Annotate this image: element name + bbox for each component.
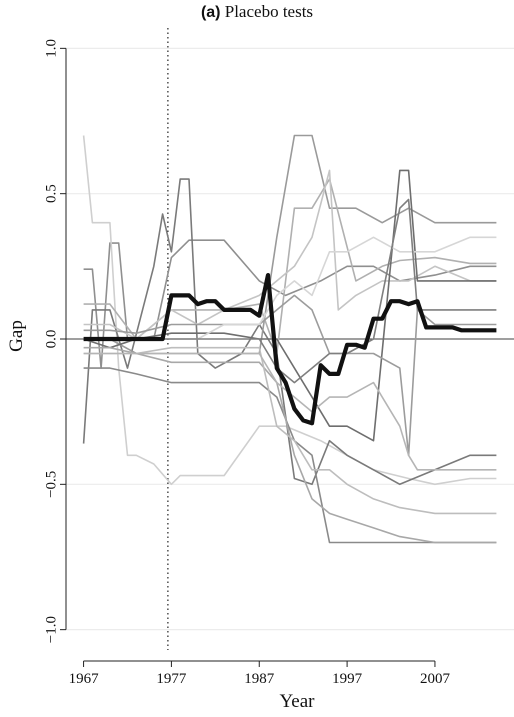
placebo-series-line xyxy=(83,239,497,369)
placebo-series-line xyxy=(83,346,497,544)
x-axis-label: Year xyxy=(279,691,315,712)
x-tick-label: 1997 xyxy=(332,671,363,687)
chart-title-text: Placebo tests xyxy=(224,2,314,21)
placebo-series-line xyxy=(83,169,497,340)
panel-label: (a) xyxy=(200,4,221,21)
main-series-line xyxy=(83,273,497,426)
y-tick-label: −1.0 xyxy=(43,616,59,643)
y-tick-label: 0.0 xyxy=(43,330,59,349)
y-tick-label: 0.5 xyxy=(43,184,59,203)
x-tick-label: 2007 xyxy=(420,671,451,687)
chart-title: (a) Placebo tests xyxy=(0,2,514,22)
placebo-series-line xyxy=(82,135,497,486)
axes: −1.0 −0.5 0.0 0.5 1.0 1967 1977 1987 1997 2007 xyxy=(43,39,450,687)
placebo-series-line xyxy=(83,198,497,384)
x-tick-label: 1987 xyxy=(244,671,275,687)
placebo-series-line xyxy=(83,169,497,442)
y-tick-label: −0.5 xyxy=(43,471,59,498)
x-tick-label: 1967 xyxy=(69,671,100,687)
x-tick-label: 1977 xyxy=(156,671,187,687)
y-tick-label: 1.0 xyxy=(43,39,59,58)
series-layer xyxy=(82,134,497,544)
y-axis-label: Gap xyxy=(6,320,27,352)
placebo-series-line xyxy=(83,346,497,515)
